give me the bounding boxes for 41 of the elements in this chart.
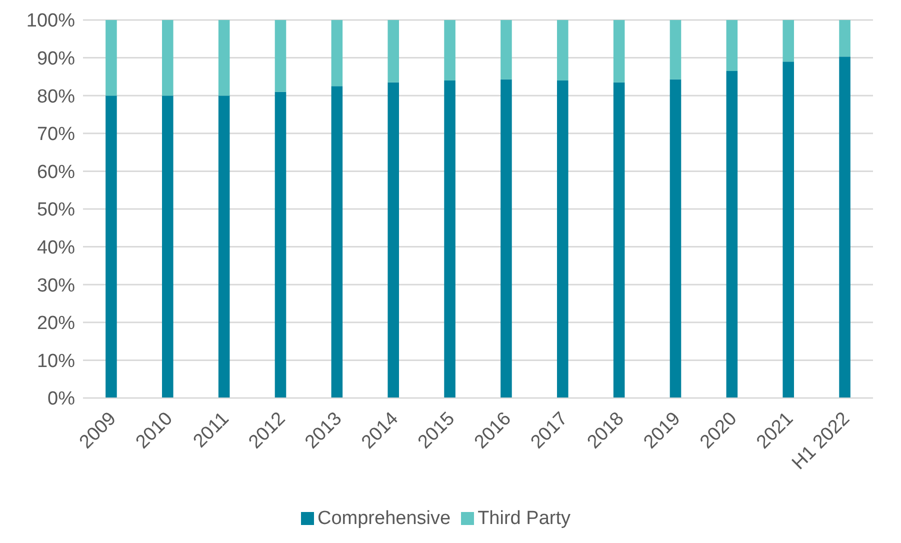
bar [670,79,682,398]
y-tick-label: 80% [36,86,76,108]
bar [557,80,568,398]
y-tick-label: 30% [36,275,76,296]
bar [782,62,794,398]
bar [500,79,512,398]
bar [218,96,230,398]
bar [218,20,230,96]
y-tick-label: 100% [26,10,76,32]
y-tick-label: 90% [36,48,76,70]
bar [726,71,738,398]
bar [726,20,738,72]
bar [331,20,343,86]
legend-label: Third Party [478,508,570,529]
bar [500,20,512,80]
bar [444,20,456,80]
bar [444,80,456,398]
bar [839,20,850,57]
y-tick-label: 40% [36,238,76,259]
y-tick-label: 60% [36,162,76,183]
bar [274,20,286,92]
bar [839,56,850,398]
y-tick-label: 70% [36,124,76,146]
bar [274,92,286,398]
bar [388,82,399,398]
bar [782,20,794,62]
y-tick-label: 20% [36,313,76,334]
bar [331,86,343,398]
bar [162,20,174,96]
bar [162,96,174,398]
y-tick-label: 50% [36,200,76,221]
y-tick-label: 10% [36,350,76,372]
y-tick-label: 0% [48,388,76,410]
bar [613,20,625,82]
legend-label: Comprehensive [318,508,451,529]
bar [557,20,568,80]
bar [388,20,399,82]
bar [106,20,117,96]
bar [106,96,117,398]
bar [613,82,625,398]
bar [670,20,682,80]
